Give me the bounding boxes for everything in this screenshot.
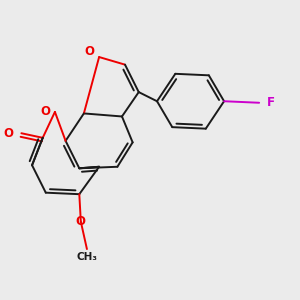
Text: O: O <box>4 127 14 140</box>
Text: O: O <box>84 45 94 58</box>
Text: CH₃: CH₃ <box>76 252 98 262</box>
Text: O: O <box>76 215 86 228</box>
Text: O: O <box>40 105 50 119</box>
Text: F: F <box>267 96 275 109</box>
